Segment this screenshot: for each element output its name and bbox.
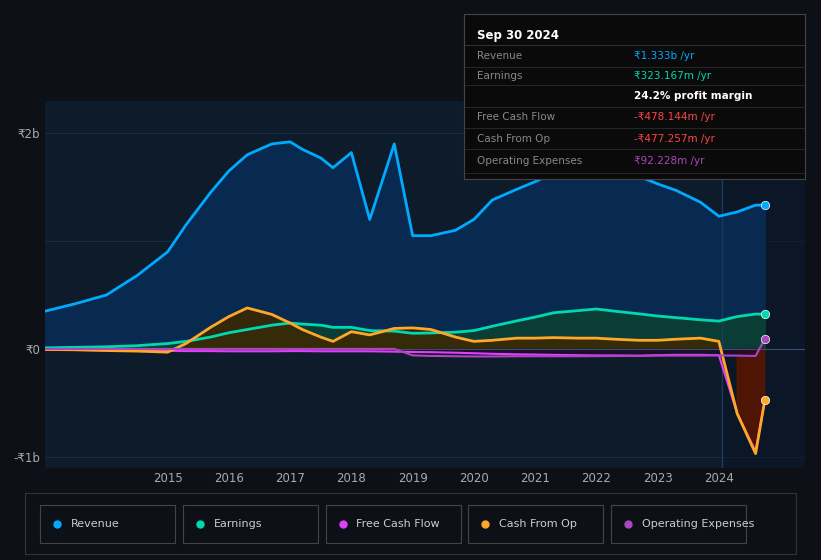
Bar <box>183 505 318 543</box>
Bar <box>40 505 175 543</box>
Text: Free Cash Flow: Free Cash Flow <box>478 112 556 122</box>
Text: Sep 30 2024: Sep 30 2024 <box>478 29 559 42</box>
Bar <box>468 505 603 543</box>
Text: ₹92.228m /yr: ₹92.228m /yr <box>635 156 704 166</box>
Text: -₹477.257m /yr: -₹477.257m /yr <box>635 134 715 144</box>
Text: Free Cash Flow: Free Cash Flow <box>356 519 440 529</box>
Text: Revenue: Revenue <box>478 51 523 61</box>
Text: Operating Expenses: Operating Expenses <box>642 519 754 529</box>
Bar <box>611 505 746 543</box>
Text: Cash From Op: Cash From Op <box>478 134 551 144</box>
Bar <box>722 101 805 468</box>
Text: ₹1.333b /yr: ₹1.333b /yr <box>635 51 695 61</box>
Text: 24.2% profit margin: 24.2% profit margin <box>635 91 753 101</box>
Text: ₹323.167m /yr: ₹323.167m /yr <box>635 71 711 81</box>
Text: Operating Expenses: Operating Expenses <box>478 156 583 166</box>
Text: Earnings: Earnings <box>478 71 523 81</box>
Text: Earnings: Earnings <box>213 519 262 529</box>
Bar <box>326 505 461 543</box>
Text: Cash From Op: Cash From Op <box>499 519 577 529</box>
Text: -₹478.144m /yr: -₹478.144m /yr <box>635 112 715 122</box>
Text: Revenue: Revenue <box>71 519 120 529</box>
